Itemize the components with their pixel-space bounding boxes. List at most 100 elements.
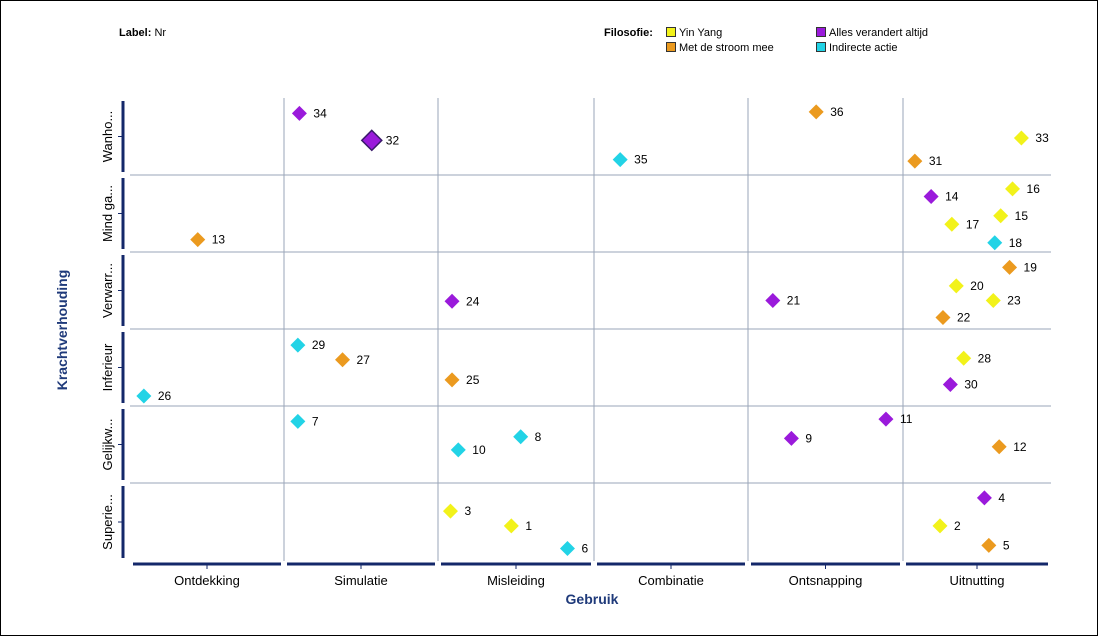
point-marker [444,372,460,388]
point-label: 31 [929,154,943,168]
point-label: 6 [581,542,588,556]
x-tick-label: Combinatie [638,573,704,588]
point-marker [783,430,799,446]
legend-title: Filosofie: [604,27,653,39]
point-marker [450,442,466,458]
data-point[interactable]: 2 [932,518,962,534]
data-point[interactable]: 19 [1002,259,1038,275]
x-tick-label: Misleiding [487,573,545,588]
y-tick-label: Mind ga... [100,185,115,242]
point-label: 24 [466,294,480,308]
data-point[interactable]: 28 [956,350,992,366]
data-point[interactable]: 6 [559,541,589,557]
data-point[interactable]: 11 [878,411,913,427]
legend-swatch [816,42,826,52]
y-tick-label: Superie... [100,494,115,550]
data-point[interactable]: 15 [993,208,1028,224]
point-label: 34 [313,106,327,120]
point-marker [1002,259,1018,275]
data-point[interactable]: 1 [503,518,533,534]
legend-label: Yin Yang [679,27,723,39]
point-label: 35 [634,153,648,167]
data-point[interactable]: 16 [1005,181,1041,197]
legend-swatch [666,42,676,52]
point-marker [993,208,1009,224]
data-point[interactable]: 3 [442,503,472,519]
point-marker [503,518,519,534]
data-point[interactable]: 17 [944,216,980,232]
point-marker [291,105,307,121]
point-marker [981,537,997,553]
point-marker [907,153,923,169]
point-label: 29 [312,338,326,352]
data-point[interactable]: 18 [987,235,1022,251]
point-label: 4 [998,491,1005,505]
data-point[interactable]: 26 [136,388,172,404]
data-point[interactable]: 5 [981,537,1010,553]
data-point[interactable]: 9 [783,430,813,446]
data-point[interactable]: 22 [935,309,971,325]
legend-label: Alles verandert altijd [829,27,929,39]
legend-item-indirecte-actie[interactable]: Indirecte actie [816,42,897,54]
data-point[interactable]: 30 [942,376,978,392]
data-point[interactable]: 8 [513,429,542,445]
data-point[interactable]: 33 [1013,130,1049,146]
data-point[interactable]: 20 [948,278,984,294]
label-value: Nr [154,27,167,39]
point-label: 9 [805,431,812,445]
point-label: 11 [900,412,913,426]
data-point[interactable]: 29 [290,337,326,353]
point-label: 16 [1027,182,1041,196]
legend-item-alles-verandert-altijd[interactable]: Alles verandert altijd [816,27,928,39]
point-marker [878,411,894,427]
point-marker [444,293,460,309]
grid [130,98,1051,561]
point-marker [987,235,1003,251]
point-marker [1005,181,1021,197]
point-label: 3 [464,504,471,518]
data-point[interactable]: 24 [444,293,480,309]
point-marker [290,337,306,353]
y-axis-title: Krachtverhouding [54,270,70,391]
y-tick-label: Inferieur [100,343,115,391]
data-point[interactable]: 25 [444,372,480,388]
data-point[interactable]: 23 [985,293,1021,309]
point-label: 8 [535,430,542,444]
data-point[interactable]: 7 [290,413,319,429]
data-point[interactable]: 36 [808,104,844,120]
point-marker [948,278,964,294]
data-point[interactable]: 14 [923,189,959,205]
x-axis-title: Gebruik [566,591,619,607]
data-point[interactable]: 4 [976,490,1006,506]
axes [118,101,1048,569]
data-point[interactable]: 27 [335,352,370,368]
data-point[interactable]: 31 [907,153,943,169]
point-marker [985,293,1001,309]
x-tick-label: Simulatie [334,573,387,588]
data-point[interactable]: 35 [612,152,648,168]
point-label: 2 [954,519,961,533]
point-marker [765,293,781,309]
y-tick-label: Gelijkw... [100,418,115,470]
data-point[interactable]: 21 [765,293,800,309]
data-point[interactable]: 10 [450,442,486,458]
point-marker [136,388,152,404]
point-label: 36 [830,105,844,119]
data-point[interactable]: 12 [991,439,1027,455]
point-label: 28 [978,351,992,365]
data-point[interactable]: 34 [291,105,327,121]
point-label: 33 [1035,131,1049,145]
legend-item-met-de-stroom-mee[interactable]: Met de stroom mee [666,42,774,54]
point-label: 19 [1024,260,1038,274]
point-label: 22 [957,310,971,324]
legend-item-yin-yang[interactable]: Yin Yang [666,27,722,39]
point-marker [942,376,958,392]
point-marker [190,232,206,248]
point-marker [290,413,306,429]
point-marker [956,350,972,366]
data-point[interactable]: 32 [360,129,400,152]
data-point[interactable]: 13 [190,232,225,248]
point-marker [923,189,939,205]
